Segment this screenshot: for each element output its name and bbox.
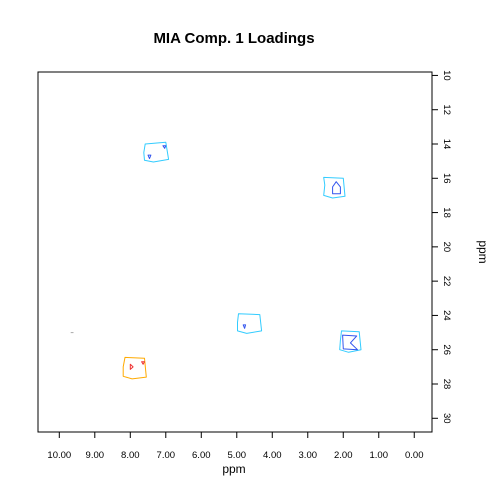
y-tick-label: 28 (441, 379, 452, 390)
x-tick-label: 0.00 (405, 450, 424, 461)
contour-line (143, 141, 170, 163)
x-axis-label: ppm (222, 462, 245, 476)
x-tick-label: 3.00 (299, 450, 318, 461)
y-tick-label: 24 (441, 310, 452, 321)
x-axis: 10.00 9.00 8.00 7.00 6.00 5.00 4.00 3.00 2.00 1.0… (47, 431, 424, 461)
contour-peak-4 (339, 330, 362, 353)
y-axis: 10 12 14 16 18 20 22 24 26 28 30 (431, 70, 452, 424)
y-tick-label: 30 (441, 413, 452, 424)
x-tick-label: 6.00 (192, 450, 211, 461)
x-tick-label: 7.00 (157, 450, 176, 461)
y-tick-label: 14 (441, 139, 452, 150)
contour-line (332, 181, 341, 195)
plot-area-border (37, 71, 433, 433)
x-tick-label: 1.00 (370, 450, 389, 461)
contour-line (141, 361, 145, 365)
x-tick-label: 9.00 (86, 450, 105, 461)
contour-line (242, 324, 247, 329)
contour-line (162, 145, 167, 149)
contour-line (129, 363, 134, 370)
contour-line (237, 313, 263, 334)
x-tick-label: 8.00 (121, 450, 140, 461)
y-tick-label: 20 (441, 242, 452, 253)
x-tick-label: 10.00 (47, 450, 71, 461)
y-tick-label: 22 (441, 276, 452, 287)
x-tick-label: 4.00 (263, 450, 282, 461)
y-tick-label: 18 (441, 207, 452, 218)
contour-line (323, 176, 346, 199)
contour-line (122, 356, 147, 380)
y-tick-label: 16 (441, 173, 452, 184)
contour-peak-1 (143, 141, 170, 163)
y-tick-label: 10 (441, 70, 452, 81)
contour-line (342, 334, 358, 351)
contour-line (339, 330, 362, 353)
y-tick-label: 26 (441, 344, 452, 355)
contour-peak-3 (237, 313, 263, 334)
contour-peak-5 (122, 356, 147, 380)
x-tick-label: 2.00 (334, 450, 353, 461)
contour-layer (70, 141, 362, 380)
chart-title: MIA Comp. 1 Loadings (153, 30, 314, 47)
contour-line (147, 154, 152, 160)
contour-peak-2 (323, 176, 346, 199)
x-tick-label: 5.00 (228, 450, 247, 461)
y-axis-label: ppm (476, 240, 490, 263)
y-tick-label: 12 (441, 104, 452, 115)
